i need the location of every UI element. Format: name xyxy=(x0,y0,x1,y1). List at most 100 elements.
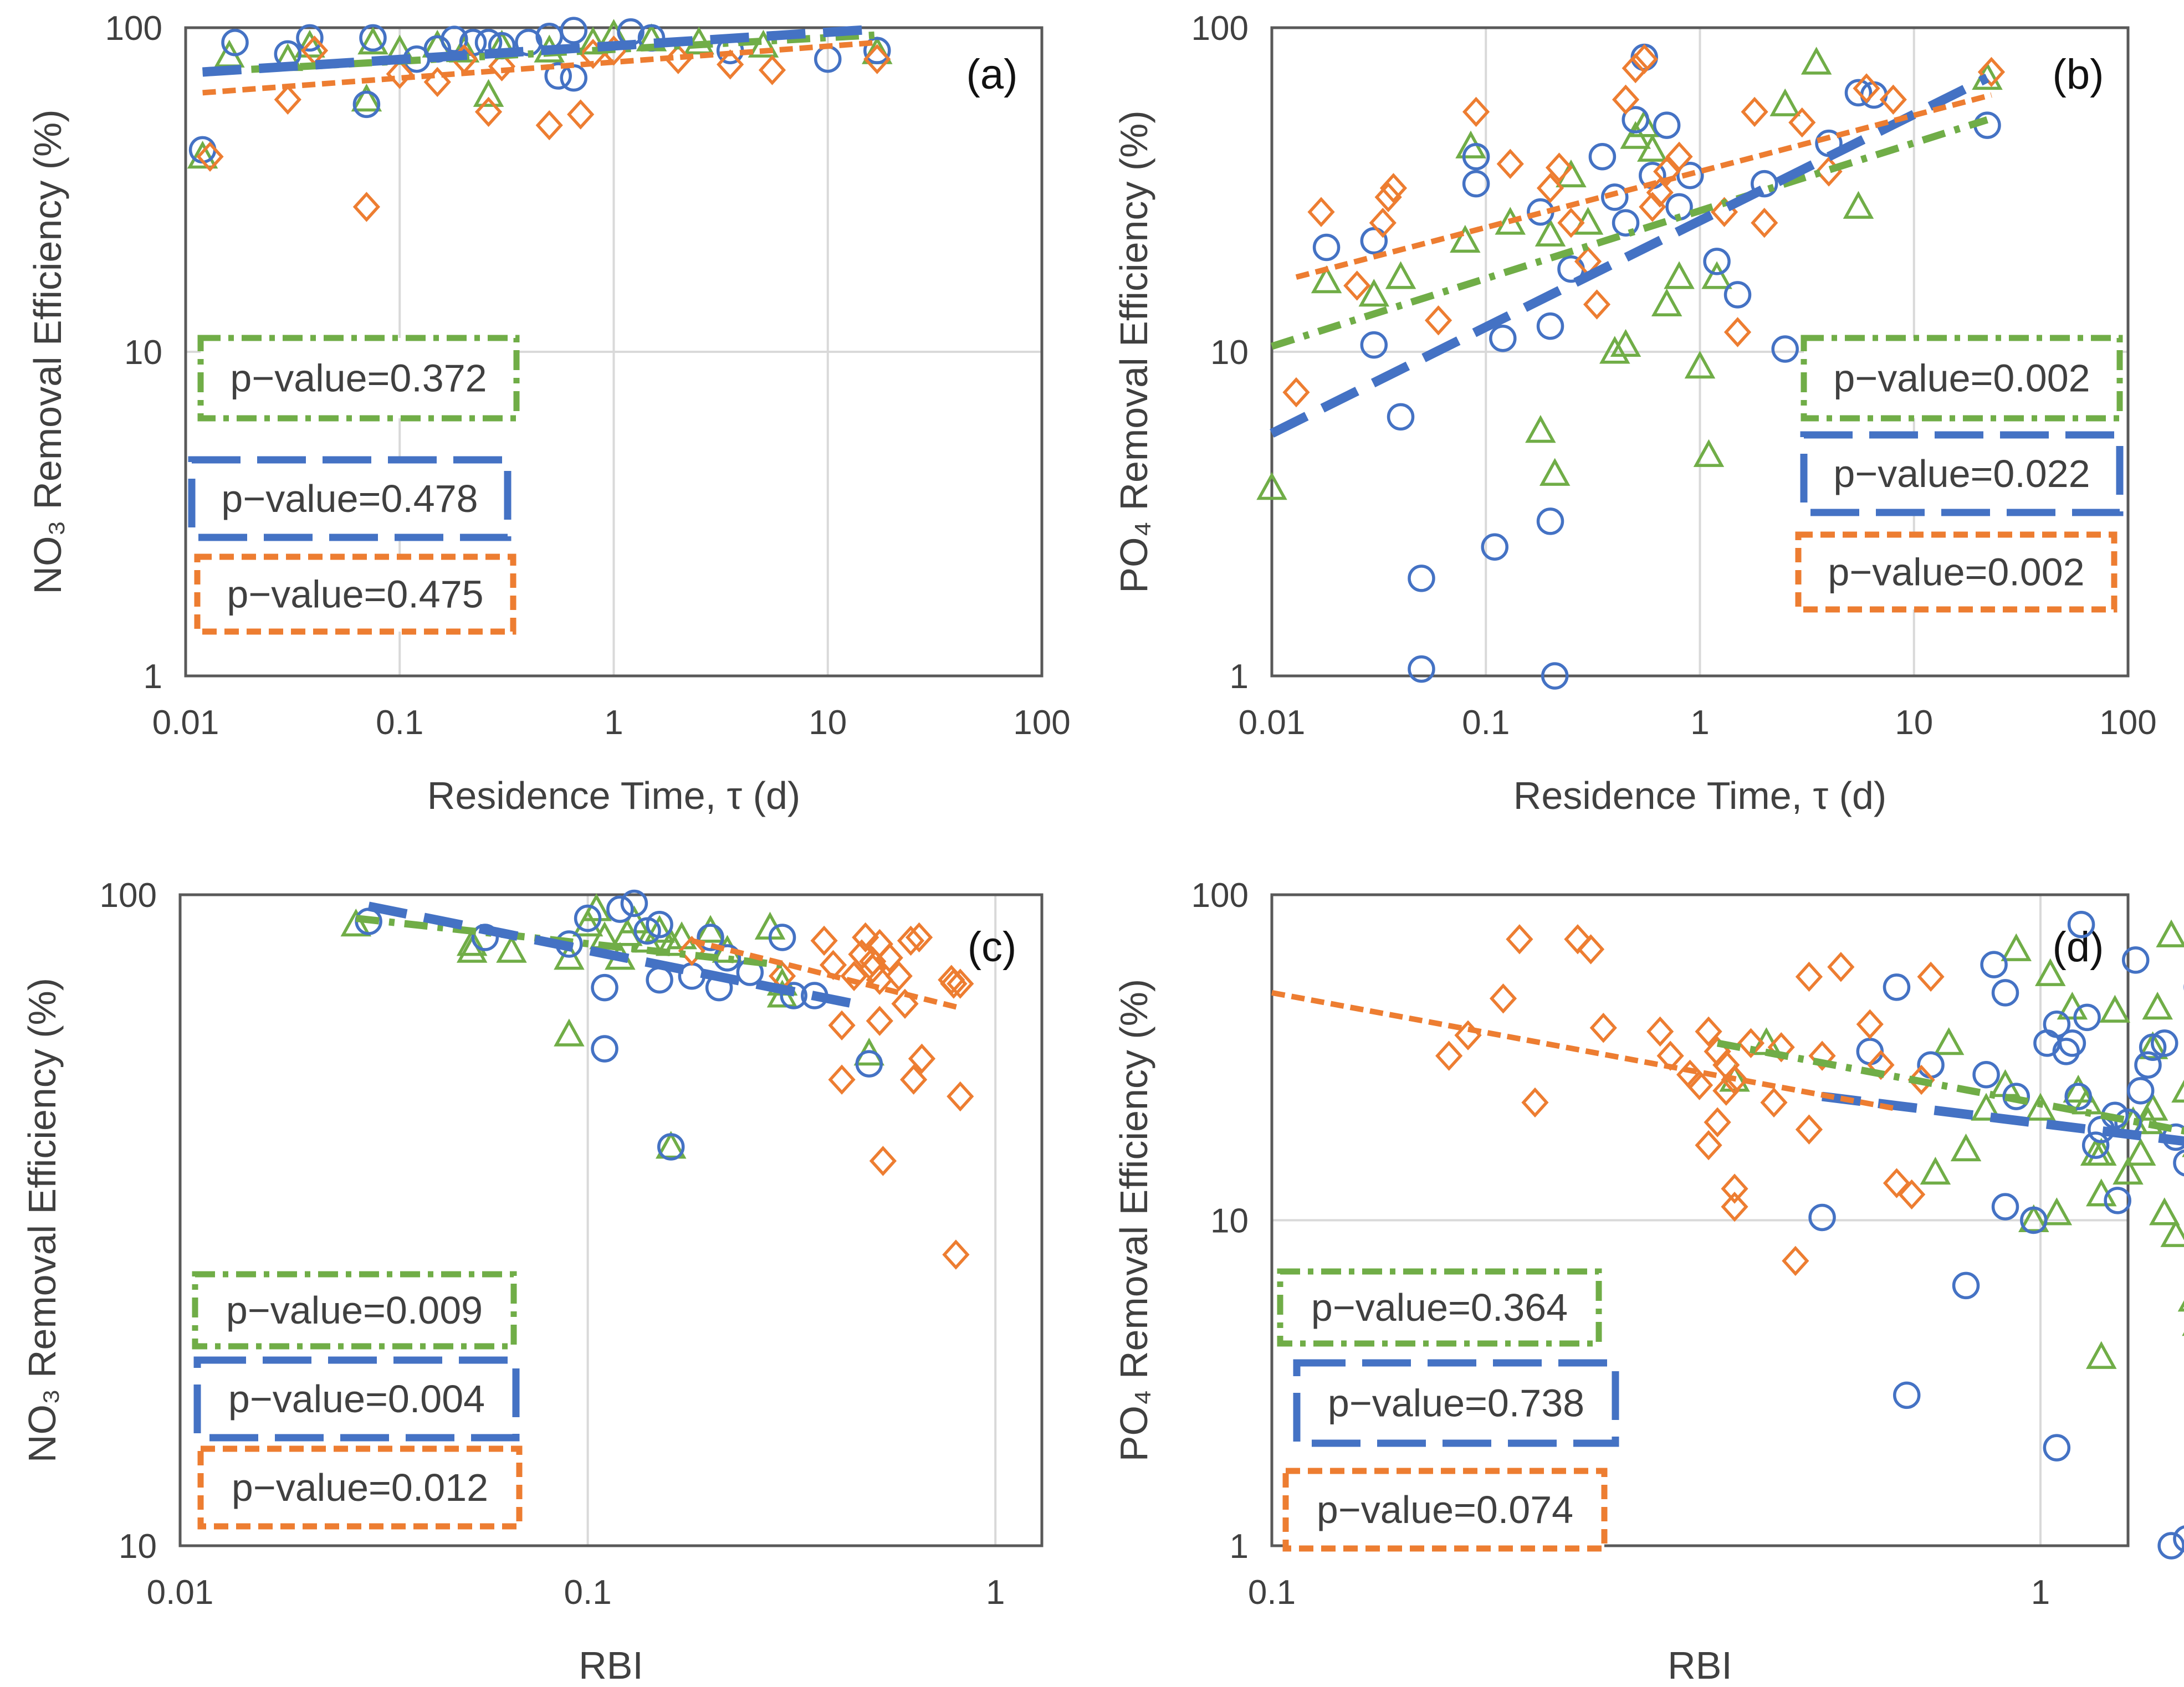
diamond-marker xyxy=(474,96,503,127)
triangle-marker xyxy=(1701,261,1732,289)
diamond-marker xyxy=(1435,1040,1463,1071)
diamond-marker xyxy=(940,968,968,999)
pvalue-box: p−value=0.012 xyxy=(197,1445,523,1530)
y-tick-label: 1 xyxy=(144,658,162,696)
x-tick-label: 100 xyxy=(2099,704,2156,742)
circle-marker xyxy=(1808,1203,1836,1232)
diamond-marker xyxy=(1646,177,1674,208)
circle-marker xyxy=(2058,1029,2086,1057)
x-tick-label: 1 xyxy=(986,1573,1005,1612)
circle-marker xyxy=(2064,1083,2092,1110)
circle-marker xyxy=(855,1050,883,1078)
circle-marker xyxy=(1387,403,1415,431)
triangle-marker xyxy=(1525,415,1556,443)
circle-marker xyxy=(1723,281,1752,309)
diamond-marker xyxy=(863,44,891,74)
pvalue-box: p−value=0.074 xyxy=(1282,1468,1608,1552)
pvalue-box: p−value=0.022 xyxy=(1800,431,2124,516)
triangle-marker xyxy=(2063,1074,2094,1103)
pvalue-box: p−value=0.478 xyxy=(188,456,512,541)
y-tick-label: 10 xyxy=(1210,334,1249,372)
diamond-marker xyxy=(274,84,301,115)
pvalue-box-frame xyxy=(197,1445,523,1530)
diamond-marker xyxy=(1808,1040,1836,1071)
circle-marker xyxy=(1917,1051,1945,1079)
circle-marker xyxy=(1588,143,1617,171)
triangle-marker xyxy=(2137,1031,2168,1059)
chart-panel-3: 0.01 0.1 1 10 100 RBI NO₃ Removal Efficiency (… xyxy=(21,876,1044,1687)
circle-marker xyxy=(1541,662,1569,690)
circle-marker xyxy=(560,64,587,92)
triangle-marker xyxy=(2160,1219,2184,1247)
pvalue-box-frame xyxy=(194,553,516,635)
diamond-marker xyxy=(1721,1173,1748,1204)
triangle-marker xyxy=(351,83,382,112)
triangle-marker xyxy=(2156,919,2184,947)
x-tick-label: 0.01 xyxy=(147,1573,214,1612)
circle-marker xyxy=(2121,946,2150,974)
panel-label: (b) xyxy=(2053,51,2104,98)
circle-marker xyxy=(1991,1193,2019,1221)
y-tick-label: 10 xyxy=(124,334,162,372)
triangle-marker xyxy=(1629,109,1660,137)
x-tick-label: 1 xyxy=(2031,1573,2050,1612)
diamond-marker xyxy=(1827,952,1855,982)
diamond-trendline xyxy=(691,938,961,1011)
diamond-marker xyxy=(1867,1049,1895,1080)
diamond-marker xyxy=(1795,1114,1823,1145)
triangle-marker xyxy=(187,141,218,169)
triangle-marker xyxy=(581,893,612,921)
circle-marker xyxy=(768,924,796,951)
diamond-marker xyxy=(717,49,744,80)
plot-frame xyxy=(184,26,1044,678)
circle-trendline xyxy=(367,901,855,1009)
triangle-marker xyxy=(2086,1341,2117,1369)
x-tick-label: 100 xyxy=(1013,704,1070,742)
diamond-marker xyxy=(1521,1087,1549,1118)
circle-marker xyxy=(646,966,673,994)
diamond-marker xyxy=(1462,96,1490,127)
diamond-marker xyxy=(866,1006,893,1036)
pvalue-box-frame xyxy=(197,335,520,422)
pvalue-box: p−value=0.475 xyxy=(194,553,516,635)
diamond-marker xyxy=(488,51,516,81)
diamond-marker xyxy=(567,99,595,130)
diamond-marker xyxy=(1557,208,1585,238)
triangle-marker xyxy=(2113,1156,2144,1185)
x-tick-label: 1 xyxy=(604,704,623,742)
triangle-marker xyxy=(1535,218,1566,247)
pvalue-box: p−value=0.002 xyxy=(1795,531,2117,613)
diamond-marker xyxy=(1815,156,1843,187)
pvalue-label: p−value=0.009 xyxy=(226,1289,483,1332)
pvalue-box-frame xyxy=(1801,335,2123,422)
triangle-marker xyxy=(1972,61,2003,90)
triangle-marker xyxy=(655,1131,687,1159)
triangle-marker xyxy=(2099,994,2131,1023)
circle-marker xyxy=(2173,1149,2184,1177)
pvalue-box: p−value=0.004 xyxy=(193,1356,520,1442)
diamond-marker xyxy=(1907,1064,1935,1095)
circle-marker xyxy=(1653,111,1681,139)
triangle-marker xyxy=(1256,472,1287,500)
diamond-marker xyxy=(1639,192,1666,222)
circle-marker xyxy=(1991,979,2019,1007)
diamond-marker xyxy=(1685,1070,1714,1100)
diamond-marker xyxy=(876,942,903,973)
pvalue-box: p−value=0.364 xyxy=(1277,1268,1602,1347)
circle-marker xyxy=(863,37,891,65)
diamond-marker xyxy=(1760,1087,1788,1118)
y-tick-label: 100 xyxy=(105,9,162,48)
diamond-marker xyxy=(1917,961,1945,992)
y-axis-title: PO₄ Removal Efficiency (%) xyxy=(1112,979,1155,1462)
circle-marker xyxy=(2020,1206,2048,1234)
diamond-marker xyxy=(897,925,925,956)
pvalue-label: p−value=0.478 xyxy=(221,477,478,520)
triangle-trendline xyxy=(1271,116,1988,350)
diamond-marker xyxy=(352,192,381,222)
triangle-marker xyxy=(2137,1093,2168,1121)
circle-marker xyxy=(1462,170,1490,198)
circle-marker xyxy=(1312,233,1341,261)
y-tick-label: 10 xyxy=(1210,1202,1249,1240)
pvalue-box-frame xyxy=(193,1356,520,1442)
circle-marker xyxy=(2126,1076,2155,1105)
